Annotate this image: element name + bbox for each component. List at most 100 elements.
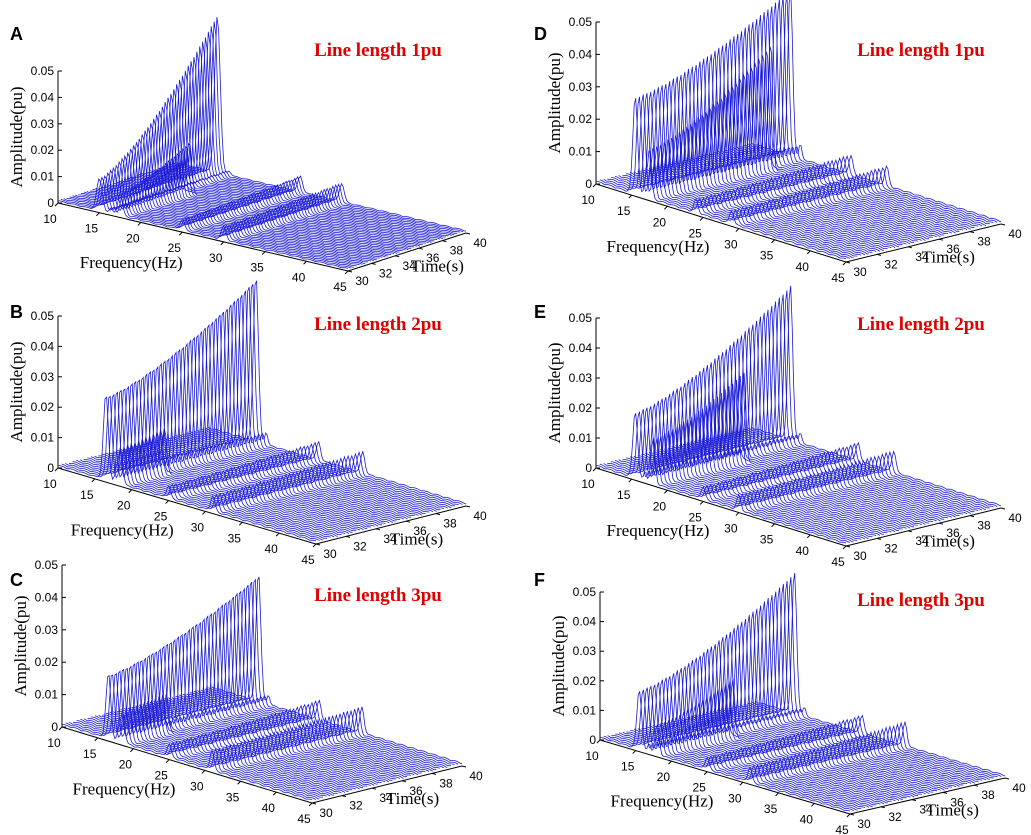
spectrum-trace xyxy=(87,663,338,794)
spectrum-trace xyxy=(175,17,467,232)
spectrum-trace xyxy=(615,684,866,808)
spectrum-trace xyxy=(630,676,881,805)
spectrum-trace xyxy=(155,51,446,238)
y-tick-mark xyxy=(465,232,471,235)
y-tick-mark xyxy=(907,246,913,249)
spectrum-trace xyxy=(91,661,342,794)
z-axis-label: Amplitude(pu) xyxy=(545,342,564,443)
x-tick-label: 30 xyxy=(728,791,742,805)
spectrum-trace xyxy=(637,388,888,534)
x-tick-mark xyxy=(54,202,59,207)
x-axis xyxy=(599,739,851,815)
x-tick-label: 45 xyxy=(297,812,311,826)
x-tick-label: 35 xyxy=(226,790,240,804)
spectrum-trace xyxy=(599,96,850,259)
panel-title: Line length 1pu xyxy=(314,40,442,61)
x-tick-label: 15 xyxy=(85,222,99,236)
spectrum-trace xyxy=(57,396,317,542)
spectrum-trace xyxy=(80,667,331,797)
spectrum-trace xyxy=(95,142,386,258)
x-tick-label: 35 xyxy=(228,531,242,545)
y-tick-label: 30 xyxy=(323,547,337,561)
spectrum-trace xyxy=(131,348,390,524)
spectrum-trace xyxy=(80,157,372,262)
z-tick-label: 0 xyxy=(47,196,54,210)
x-tick-mark xyxy=(739,781,744,786)
y-tick-label: 40 xyxy=(1012,781,1026,795)
spectrum-trace xyxy=(189,592,441,769)
x-tick-label: 40 xyxy=(264,542,278,556)
spectrum-trace xyxy=(618,682,870,808)
x-tick-label: 10 xyxy=(43,477,57,491)
spectrum-trace xyxy=(614,403,866,540)
x-tick-mark xyxy=(303,260,307,265)
y-tick-label: 32 xyxy=(888,810,902,824)
x-tick-mark xyxy=(632,750,637,754)
x-tick-mark xyxy=(54,467,59,472)
y-tick-mark xyxy=(431,772,437,775)
x-tick-mark xyxy=(238,521,243,526)
spectrum-trace xyxy=(167,610,419,776)
x-axis xyxy=(57,467,317,545)
x-tick-mark xyxy=(628,194,633,199)
panel-title: Line length 1pu xyxy=(857,40,985,61)
spectrum-trace xyxy=(60,176,352,269)
spectrum-trace xyxy=(185,301,445,509)
y-axis-label: Time(s) xyxy=(411,257,464,276)
x-axis-label: Frequency(Hz) xyxy=(71,520,174,539)
y-tick-label: 34 xyxy=(915,534,929,548)
y-tick-mark xyxy=(845,545,851,548)
x-tick-label: 45 xyxy=(831,555,845,569)
spectrum-trace xyxy=(682,637,934,793)
spectrum-trace xyxy=(69,169,360,266)
spectrum-trace xyxy=(599,411,850,544)
spectrum-trace xyxy=(149,623,400,779)
spectrum-trace xyxy=(709,327,960,516)
x-tick-mark xyxy=(592,183,597,188)
spectrum-trace xyxy=(607,687,858,811)
x-axis xyxy=(595,467,847,547)
x-tick-mark xyxy=(220,241,225,246)
x-tick-label: 35 xyxy=(764,802,778,816)
y-axis xyxy=(845,507,1002,547)
x-tick-mark xyxy=(130,748,134,753)
z-axis-label: Amplitude(pu) xyxy=(549,615,568,716)
spectrum-trace xyxy=(160,614,411,776)
spectrum-trace xyxy=(207,280,467,505)
y-tick-label: 34 xyxy=(379,791,393,805)
x-tick-mark xyxy=(308,802,313,807)
spectrum-trace xyxy=(629,393,881,536)
spectrum-trace xyxy=(61,395,320,542)
spectrum-trace xyxy=(603,409,854,543)
spectrum-trace xyxy=(193,590,444,769)
spectrum-trace xyxy=(156,618,408,778)
y-tick-label: 36 xyxy=(413,524,427,538)
x-tick-mark xyxy=(596,739,601,744)
y-tick-label: 32 xyxy=(379,266,393,280)
spectrum-trace xyxy=(652,377,903,530)
spectrum-trace xyxy=(158,46,449,237)
z-tick-label: 0.01 xyxy=(31,170,55,184)
x-tick-mark xyxy=(842,261,847,266)
spectrum-trace xyxy=(656,657,907,799)
x-tick-label: 45 xyxy=(835,823,849,835)
x-tick-mark xyxy=(201,770,206,774)
panel-label: D xyxy=(534,24,547,44)
x-tick-mark xyxy=(96,212,100,217)
spectrum-trace xyxy=(641,668,892,802)
spectrum-trace xyxy=(112,648,364,789)
panel-title: Line length 3pu xyxy=(314,585,442,606)
spectrum-trace xyxy=(65,393,324,541)
x-tick-mark xyxy=(810,803,815,807)
spectrum-trace xyxy=(152,331,412,518)
x-tick-mark xyxy=(312,543,317,548)
spectrum-trace xyxy=(716,19,968,230)
spectrum-trace xyxy=(182,304,441,511)
z-tick-label: 0.01 xyxy=(35,688,59,702)
y-axis xyxy=(347,232,467,272)
y-tick-label: 38 xyxy=(977,235,991,249)
spectrum-trace xyxy=(173,21,464,233)
spectrum-trace xyxy=(182,599,433,772)
x-tick-mark xyxy=(128,489,133,494)
